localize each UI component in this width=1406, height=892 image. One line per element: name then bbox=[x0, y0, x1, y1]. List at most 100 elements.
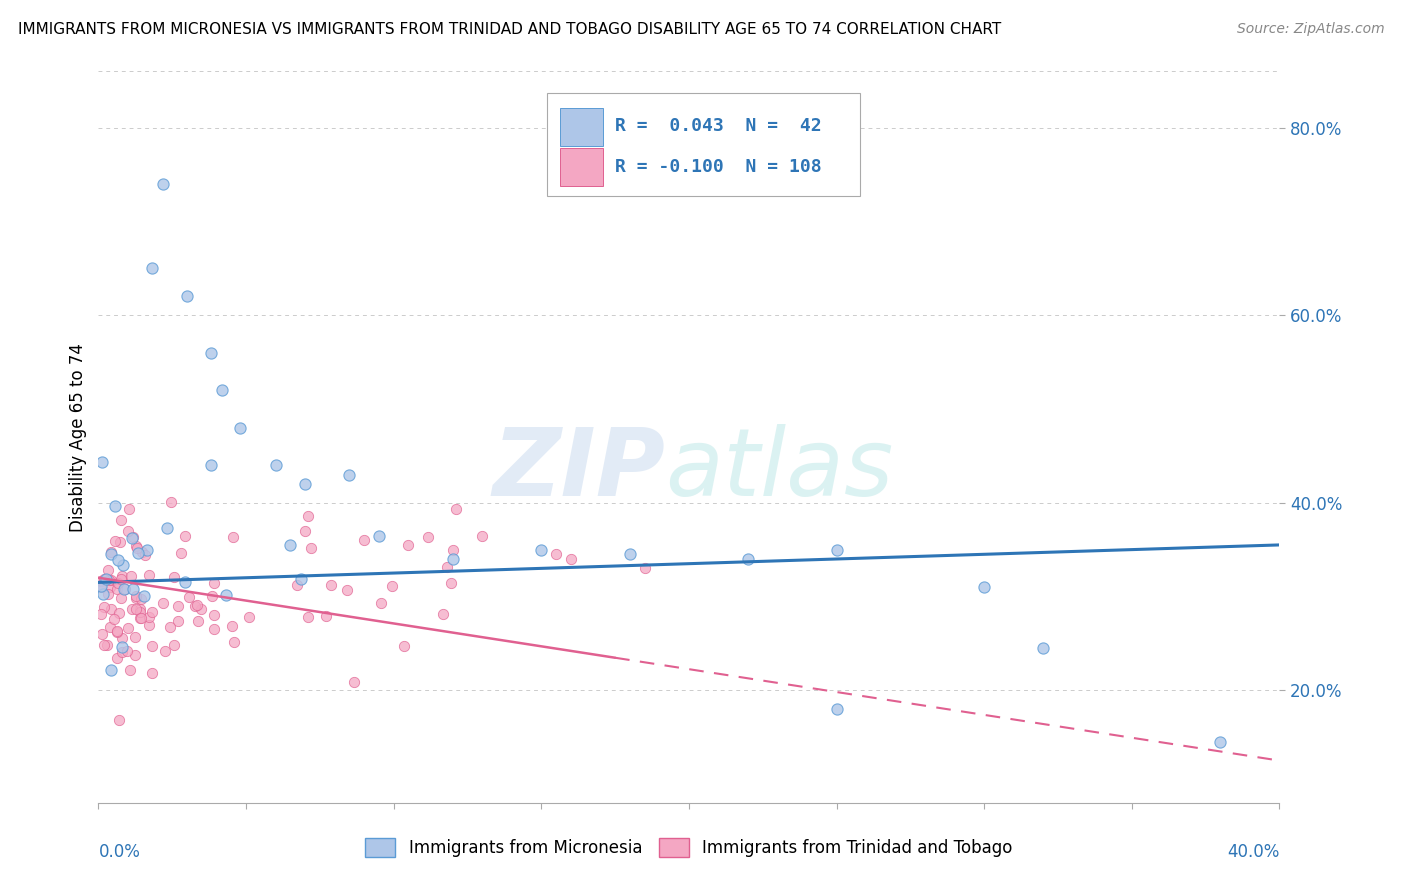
Point bbox=[737, 552, 759, 566]
Point bbox=[114, 582, 136, 596]
Text: IMMIGRANTS FROM MICRONESIA VS IMMIGRANTS FROM TRINIDAD AND TOBAGO DISABILITY AGE: IMMIGRANTS FROM MICRONESIA VS IMMIGRANTS… bbox=[18, 22, 1001, 37]
Point bbox=[125, 589, 148, 603]
Point bbox=[108, 606, 131, 620]
Point bbox=[264, 458, 287, 473]
Point bbox=[152, 177, 174, 191]
Point bbox=[122, 530, 145, 544]
Point bbox=[111, 645, 134, 659]
Text: 40.0%: 40.0% bbox=[1227, 843, 1279, 861]
Point bbox=[111, 569, 134, 583]
Point bbox=[91, 587, 114, 601]
Point bbox=[93, 639, 115, 653]
Point bbox=[104, 534, 127, 549]
Point bbox=[96, 638, 118, 652]
Point bbox=[120, 568, 142, 582]
Point bbox=[353, 533, 375, 548]
Point bbox=[825, 702, 848, 716]
Point bbox=[285, 578, 308, 592]
Point bbox=[368, 528, 391, 542]
Point bbox=[163, 638, 186, 652]
Point bbox=[176, 289, 198, 303]
Point bbox=[1209, 735, 1232, 749]
Point bbox=[124, 630, 146, 644]
Point bbox=[111, 631, 134, 645]
Point bbox=[120, 663, 142, 677]
Point bbox=[111, 558, 134, 572]
Point bbox=[156, 521, 179, 535]
Point bbox=[122, 582, 145, 596]
Point bbox=[336, 583, 359, 598]
Point bbox=[167, 599, 190, 613]
Point bbox=[104, 500, 127, 514]
Point bbox=[98, 573, 121, 587]
Point bbox=[343, 675, 366, 690]
Point bbox=[167, 614, 190, 628]
Point bbox=[297, 509, 319, 524]
Point bbox=[398, 538, 420, 552]
Point bbox=[100, 545, 122, 559]
Point bbox=[297, 610, 319, 624]
Legend: Immigrants from Micronesia, Immigrants from Trinidad and Tobago: Immigrants from Micronesia, Immigrants f… bbox=[359, 831, 1019, 864]
Point bbox=[432, 607, 454, 621]
Point bbox=[440, 575, 463, 590]
Point bbox=[619, 547, 641, 561]
Point bbox=[90, 607, 112, 622]
Point bbox=[121, 602, 143, 616]
Point bbox=[201, 589, 224, 603]
Point bbox=[117, 524, 139, 538]
Point bbox=[973, 580, 995, 594]
Point bbox=[129, 611, 152, 625]
Point bbox=[129, 592, 152, 607]
Point bbox=[125, 591, 148, 605]
Point bbox=[110, 512, 132, 526]
Point bbox=[100, 547, 122, 561]
Point bbox=[90, 580, 112, 594]
Y-axis label: Disability Age 65 to 74: Disability Age 65 to 74 bbox=[69, 343, 87, 532]
Point bbox=[100, 663, 122, 677]
Point bbox=[634, 561, 657, 575]
Point bbox=[129, 611, 152, 625]
Point bbox=[127, 546, 149, 560]
Point bbox=[299, 541, 322, 555]
Point bbox=[121, 531, 143, 545]
Point bbox=[98, 620, 121, 634]
Point bbox=[170, 546, 193, 560]
Point bbox=[98, 580, 121, 594]
Point bbox=[215, 588, 238, 602]
Point bbox=[125, 601, 148, 615]
Point bbox=[179, 591, 201, 605]
Point bbox=[110, 591, 132, 605]
Point bbox=[294, 524, 316, 538]
Point bbox=[141, 605, 163, 619]
Point bbox=[825, 542, 848, 557]
Point bbox=[108, 713, 131, 727]
Point bbox=[90, 578, 112, 592]
Point bbox=[129, 605, 152, 619]
Point bbox=[117, 621, 139, 635]
Text: R = -0.100  N = 108: R = -0.100 N = 108 bbox=[614, 158, 821, 177]
Point bbox=[138, 567, 160, 582]
Point bbox=[200, 458, 222, 473]
Point bbox=[441, 552, 464, 566]
Point bbox=[290, 572, 312, 586]
Point bbox=[141, 665, 163, 680]
Point bbox=[321, 577, 343, 591]
Point bbox=[138, 610, 160, 624]
Point bbox=[153, 643, 176, 657]
Point bbox=[444, 501, 467, 516]
Point bbox=[221, 619, 243, 633]
Point bbox=[381, 579, 404, 593]
Text: ZIP: ZIP bbox=[492, 424, 665, 516]
Point bbox=[1032, 641, 1054, 656]
Point bbox=[141, 261, 163, 276]
Point bbox=[294, 477, 316, 491]
Point bbox=[94, 572, 117, 586]
Text: atlas: atlas bbox=[665, 425, 894, 516]
Point bbox=[530, 542, 553, 557]
Point bbox=[152, 596, 174, 610]
Point bbox=[112, 582, 135, 596]
Point bbox=[107, 575, 129, 590]
Point bbox=[100, 602, 122, 616]
Point bbox=[105, 582, 128, 596]
Point bbox=[97, 587, 120, 601]
